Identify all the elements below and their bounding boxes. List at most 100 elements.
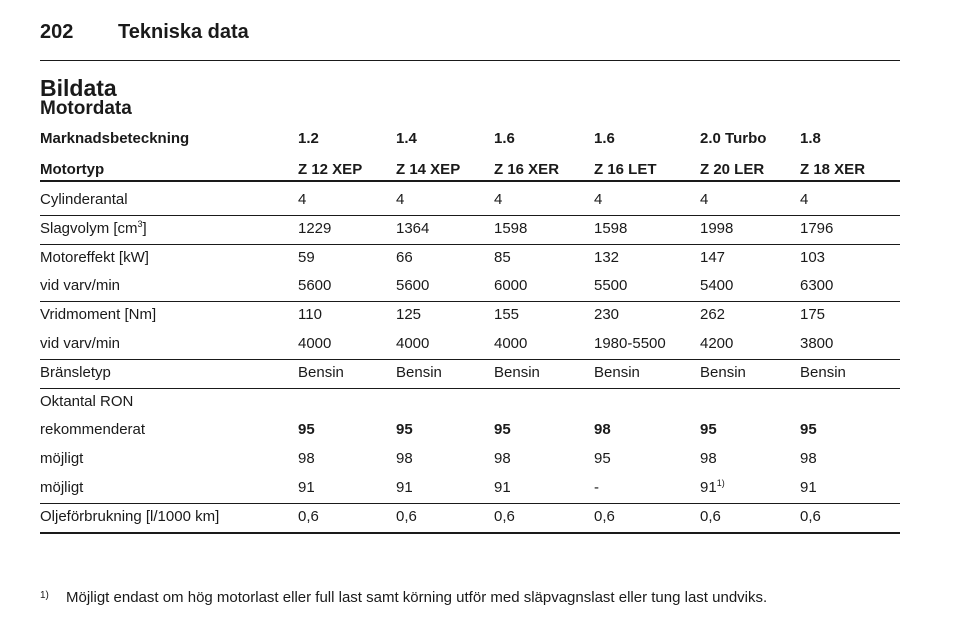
- table-cell: 0,6: [494, 507, 515, 525]
- table-cell: vid varv/min: [40, 277, 121, 295]
- footnote-marker: 1): [40, 590, 49, 601]
- table-cell: 91: [800, 479, 817, 496]
- cell-text: 91: [700, 479, 717, 496]
- footnote-text: Möjligt endast om hög motorlast eller fu…: [66, 589, 768, 606]
- table-cell: 5400: [700, 277, 734, 295]
- table-rule: [40, 502, 900, 504]
- table-cell: 98: [396, 450, 413, 468]
- table-cell: Bensin: [594, 363, 640, 381]
- table-cell: 4: [800, 191, 809, 208]
- table-cell: Bensin: [396, 363, 442, 381]
- table-cell: 1.8: [800, 130, 821, 147]
- table-cell: 4: [700, 191, 709, 208]
- table-cell: 1980-5500: [594, 335, 666, 352]
- table-cell: 4: [494, 191, 503, 208]
- table-cell: 1229: [298, 219, 332, 237]
- table-cell: Bensin: [494, 363, 540, 381]
- table-cell: 95: [594, 450, 611, 468]
- table-cell: Bensin: [800, 363, 846, 381]
- table-cell: 91: [396, 479, 413, 496]
- cell-text: ]: [142, 219, 147, 237]
- table-cell: 59: [298, 248, 315, 266]
- table-cell: Z 16 XER: [494, 161, 560, 178]
- table-cell: 103: [800, 248, 826, 266]
- header-rule: [40, 60, 900, 61]
- table-cell: 1998: [700, 219, 734, 237]
- table-cell: 91: [494, 479, 511, 496]
- cell-superscript: 1): [716, 478, 725, 488]
- table-cell: rekommenderat: [40, 421, 146, 439]
- table-rule: [40, 387, 900, 389]
- table-rule: [40, 531, 900, 534]
- table-cell: 91: [298, 479, 315, 496]
- table-cell: 0,6: [298, 507, 319, 525]
- table-rule: [40, 180, 900, 182]
- table-cell: 85: [494, 248, 511, 266]
- table-cell: Z 14 XEP: [396, 161, 461, 178]
- table-cell: 4200: [700, 335, 734, 352]
- table-cell: Z 12 XEP: [298, 161, 363, 178]
- table-cell: 4: [594, 191, 603, 208]
- table-cell: 0,6: [700, 507, 721, 525]
- table-cell: Z 18 XER: [800, 161, 866, 178]
- table-cell: 0,6: [396, 507, 417, 525]
- table-cell: 95: [396, 421, 413, 439]
- table-cell: Z 20 LER: [700, 161, 765, 178]
- table-cell: 155: [494, 306, 520, 324]
- table-cell: 1.4: [396, 130, 417, 147]
- table-cell: Bensin: [298, 363, 344, 381]
- table-cell: 1.2: [298, 130, 319, 147]
- table-cell: 125: [396, 306, 422, 324]
- table-cell: Vridmoment [Nm]: [40, 306, 157, 324]
- section-title: Bildata: [40, 75, 117, 101]
- table-cell: 1.6: [594, 130, 615, 147]
- table-cell: 98: [298, 450, 315, 468]
- table-cell: 1598: [494, 219, 528, 237]
- table-cell: Slagvolym [cm3]: [40, 218, 147, 238]
- table-cell: 5600: [298, 277, 332, 295]
- table-cell: möjligt: [40, 479, 84, 496]
- table-cell: Oljeförbrukning [l/1000 km]: [40, 507, 220, 525]
- table-cell: 147: [700, 248, 726, 266]
- table-cell: 1364: [396, 219, 430, 237]
- table-cell: 110: [298, 306, 322, 324]
- table-cell: 98: [494, 450, 511, 468]
- table-cell: 4: [396, 191, 405, 208]
- table-rule: [40, 243, 900, 245]
- table-cell: Z 16 LET: [594, 161, 657, 178]
- table-cell: 3800: [800, 335, 834, 352]
- table-cell: 175: [800, 306, 826, 324]
- table-cell: Oktantal RON: [40, 392, 134, 410]
- table-cell: 132: [594, 248, 620, 266]
- cell-text: Slagvolym [cm: [40, 219, 138, 237]
- table-cell: 5500: [594, 277, 628, 295]
- table-cell: 4000: [494, 335, 528, 352]
- page-title: Tekniska data: [118, 21, 249, 43]
- table-cell: 1796: [800, 219, 834, 237]
- table-cell: 95: [298, 421, 315, 439]
- table-cell: Cylinderantal: [40, 191, 128, 208]
- cell-superscript: 3: [137, 218, 143, 229]
- table-cell: 5600: [396, 277, 430, 295]
- table-cell: Bränsletyp: [40, 363, 111, 381]
- table-cell: 0,6: [800, 507, 821, 525]
- table-cell: Motoreffekt [kW]: [40, 248, 149, 266]
- table-rule: [40, 301, 900, 303]
- table-cell: 1598: [594, 219, 628, 237]
- table-cell: 98: [700, 450, 717, 468]
- table-cell: 66: [396, 248, 413, 266]
- table-rule: [40, 358, 900, 360]
- table-cell: 95: [700, 421, 717, 439]
- table-cell: 95: [800, 421, 817, 439]
- table-cell: 0,6: [594, 507, 615, 525]
- table-cell: Marknadsbeteckning: [40, 130, 190, 147]
- table-cell: 6300: [800, 277, 834, 295]
- table-cell: 262: [700, 306, 726, 324]
- table-cell: Bensin: [700, 363, 746, 381]
- table-cell: 4: [298, 191, 307, 208]
- table-cell: 6000: [494, 277, 528, 295]
- table-cell: 2.0 Turbo: [700, 130, 767, 147]
- table-cell: vid varv/min: [40, 335, 121, 352]
- table-cell: 98: [800, 450, 817, 468]
